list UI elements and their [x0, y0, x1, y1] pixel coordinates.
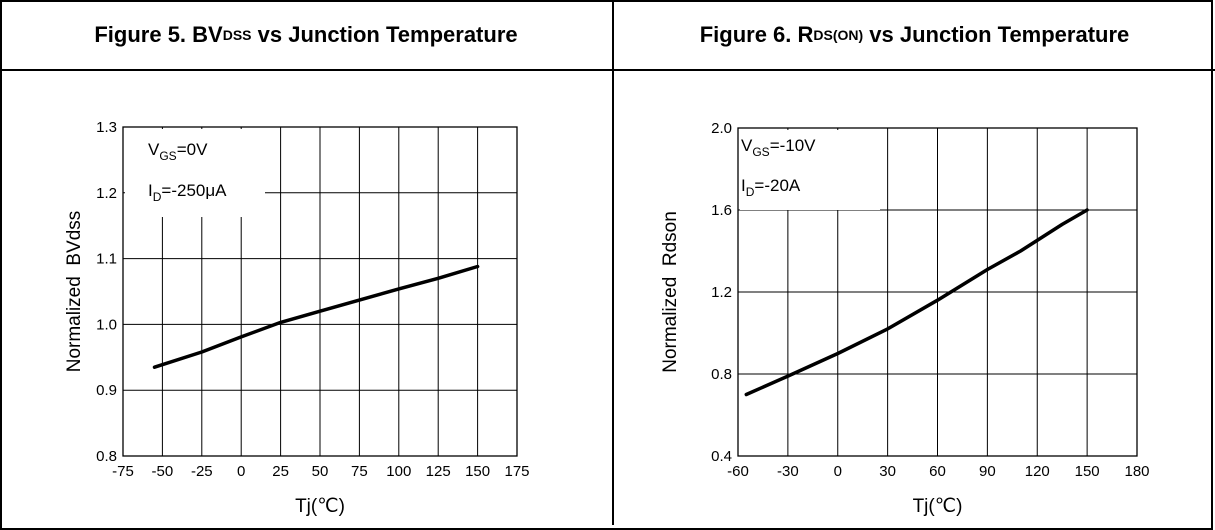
- x-tick-label: 150: [1075, 463, 1100, 480]
- figure-5-title-prefix: Figure 5. BV: [94, 21, 223, 47]
- condition-label: ID=-20A: [741, 176, 801, 199]
- y-tick-label: 0.8: [711, 366, 732, 383]
- condition-value: =0V: [177, 140, 208, 159]
- condition-subscript: GS: [159, 149, 176, 163]
- y-tick-label: 2.0: [711, 120, 732, 137]
- y-tick-label: 0.8: [96, 448, 117, 465]
- x-tick-label: 120: [1025, 463, 1050, 480]
- condition-symbol: V: [741, 136, 753, 155]
- figure-6-title-prefix: Figure 6. R: [699, 21, 814, 47]
- condition-value: =-20A: [754, 176, 800, 195]
- x-tick-label: -30: [777, 463, 799, 480]
- data-series-line: [152, 264, 480, 369]
- y-tick-label: 1.2: [96, 185, 117, 202]
- x-tick-label: -25: [191, 463, 213, 480]
- condition-label: VGS=0V: [148, 140, 208, 163]
- annotation-background: [125, 129, 265, 217]
- x-axis-label: Tj(℃): [913, 496, 963, 517]
- condition-symbol: V: [148, 140, 160, 159]
- x-tick-label: 180: [1124, 463, 1149, 480]
- y-tick-label: 0.9: [96, 382, 117, 399]
- figure-6-title-subscript: DS(ON): [813, 26, 864, 43]
- x-tick-label: 60: [929, 463, 946, 480]
- data-series-line: [744, 208, 1089, 397]
- x-tick-label: 125: [426, 463, 451, 480]
- y-tick-label: 1.0: [96, 316, 117, 333]
- x-tick-label: -50: [152, 463, 174, 480]
- figure-5-title-subscript: DSS: [222, 26, 252, 43]
- figure-5-title: Figure 5. BV DSS vs Junction Temperature: [0, 0, 612, 69]
- condition-symbol: I: [741, 176, 746, 195]
- figure-6-title: Figure 6. R DS(ON) vs Junction Temperatur…: [614, 0, 1215, 69]
- x-tick-label: 150: [465, 463, 490, 480]
- condition-value: =-10V: [770, 136, 816, 155]
- condition-subscript: D: [746, 185, 755, 199]
- plot-frame: [737, 127, 1138, 457]
- y-tick-label: 1.2: [711, 284, 732, 301]
- condition-label: ID=-250μA: [148, 181, 227, 204]
- x-tick-label: 30: [879, 463, 896, 480]
- y-tick-label: 0.4: [711, 448, 732, 465]
- header-divider: [0, 69, 1215, 71]
- condition-subscript: GS: [752, 145, 769, 159]
- x-tick-label: 100: [386, 463, 411, 480]
- y-axis-label: Normalized BVdss: [64, 211, 85, 373]
- x-tick-label: 75: [351, 463, 368, 480]
- annotation-background: [740, 130, 880, 210]
- x-tick-label: -75: [112, 463, 134, 480]
- grid: [738, 128, 1137, 456]
- grid: [123, 127, 517, 456]
- y-axis-label: Normalized Rdson: [660, 211, 681, 373]
- x-tick-label: 0: [237, 463, 245, 480]
- x-tick-label: 25: [272, 463, 289, 480]
- y-tick-label: 1.1: [96, 251, 117, 268]
- rdson-chart: -60 -30 0 30 60 90 120 150 180 0.4 0.8 1.2 1.6 2.0 Tj(…: [660, 120, 1150, 517]
- x-tick-label: 50: [312, 463, 329, 480]
- x-tick-label: -60: [727, 463, 749, 480]
- condition-value: =-250μA: [161, 181, 227, 200]
- condition-subscript: D: [153, 190, 162, 204]
- figure-5-title-suffix: vs Junction Temperature: [251, 21, 518, 47]
- x-tick-label: 90: [979, 463, 996, 480]
- y-tick-label: 1.3: [96, 119, 117, 136]
- x-tick-label: 0: [834, 463, 842, 480]
- plot-frame: [122, 126, 518, 457]
- figure-6-title-suffix: vs Junction Temperature: [863, 21, 1130, 47]
- column-divider: [612, 0, 614, 525]
- bvdss-chart: -75 -50 -25 0 25 50 75 100 125 150 175 0.8 0.9 1.0 1.1…: [64, 119, 530, 517]
- condition-label: VGS=-10V: [741, 136, 816, 159]
- y-tick-label: 1.6: [711, 202, 732, 219]
- x-tick-label: 175: [504, 463, 529, 480]
- condition-symbol: I: [148, 181, 153, 200]
- x-axis-label: Tj(℃): [295, 496, 345, 517]
